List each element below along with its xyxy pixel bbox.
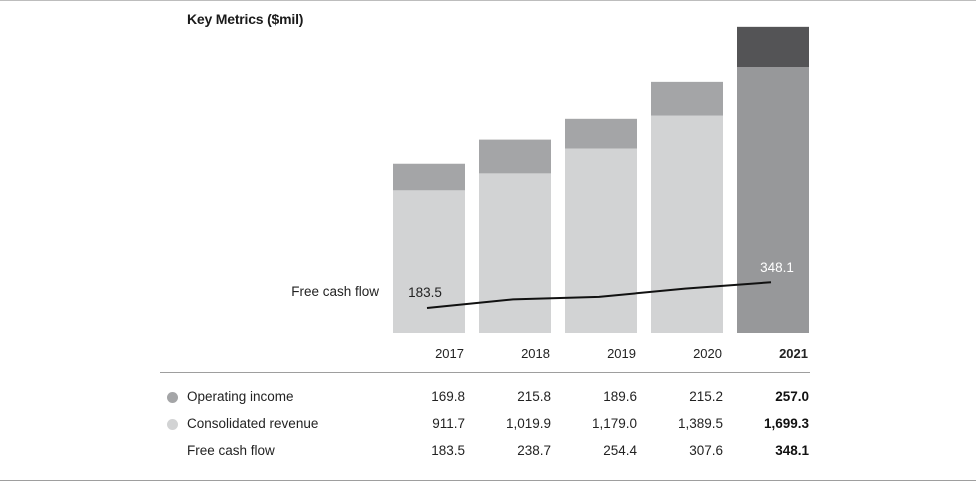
point-label-2017: 183.5 [408,285,442,300]
table-cell: 911.7 [432,416,465,431]
table-cell: 307.6 [689,443,723,458]
x-tick-label-2021: 2021 [779,346,808,361]
table-cell: 238.7 [517,443,551,458]
legend-dot-icon [167,392,178,403]
point-label-2021: 348.1 [760,260,794,275]
bar-operating-income-2020 [651,81,723,116]
table-cell: 215.8 [517,389,551,404]
table-cell: 169.8 [431,389,465,404]
top-rule [0,0,976,1]
bottom-rule [0,480,976,481]
table-separator [160,372,810,373]
table-cell: 1,019.9 [505,416,551,431]
bar-operating-income-2021 [737,26,809,68]
table-cell: 1,179.0 [591,416,637,431]
x-tick-label-2018: 2018 [521,346,550,361]
table-cell: 183.5 [431,443,465,458]
table-cell: 257.0 [775,389,809,404]
bar-operating-income-2018 [479,139,551,174]
x-tick-label-2019: 2019 [607,346,636,361]
row-label: Consolidated revenue [187,416,319,431]
bar-revenue-2018 [479,173,551,333]
table-cell: 348.1 [775,443,809,458]
x-tick-label-2020: 2020 [693,346,722,361]
line-series-label: Free cash flow [291,284,379,299]
bar-revenue-2021 [737,67,809,334]
stacked-bar-chart: 2017 2018 2019 2020 2021 Free cash flow 183.5 3… [291,26,809,361]
row-label: Free cash flow [187,443,275,458]
table-cell: 189.6 [603,389,637,404]
bar-revenue-2019 [565,148,637,333]
table-row: Consolidated revenue 911.7 1,019.9 1,179.0 1… [0,415,976,435]
table-row: Operating income 169.8 215.8 189.6 215.2 257.… [0,388,976,408]
table-cell: 1,389.5 [677,416,723,431]
table-cell: 254.4 [603,443,637,458]
table-row: Free cash flow 183.5 238.7 254.4 307.6 348.1 [0,442,976,462]
chart-title: Key Metrics ($mil) [187,11,304,27]
bar-revenue-2020 [651,115,723,334]
x-tick-label-2017: 2017 [435,346,464,361]
row-label: Operating income [187,389,294,404]
bar-operating-income-2019 [565,118,637,149]
legend-dot-icon [167,419,178,430]
table-cell: 1,699.3 [763,416,809,431]
bar-revenue-2017 [393,190,465,333]
table-cell: 215.2 [689,389,723,404]
bar-operating-income-2017 [393,163,465,191]
